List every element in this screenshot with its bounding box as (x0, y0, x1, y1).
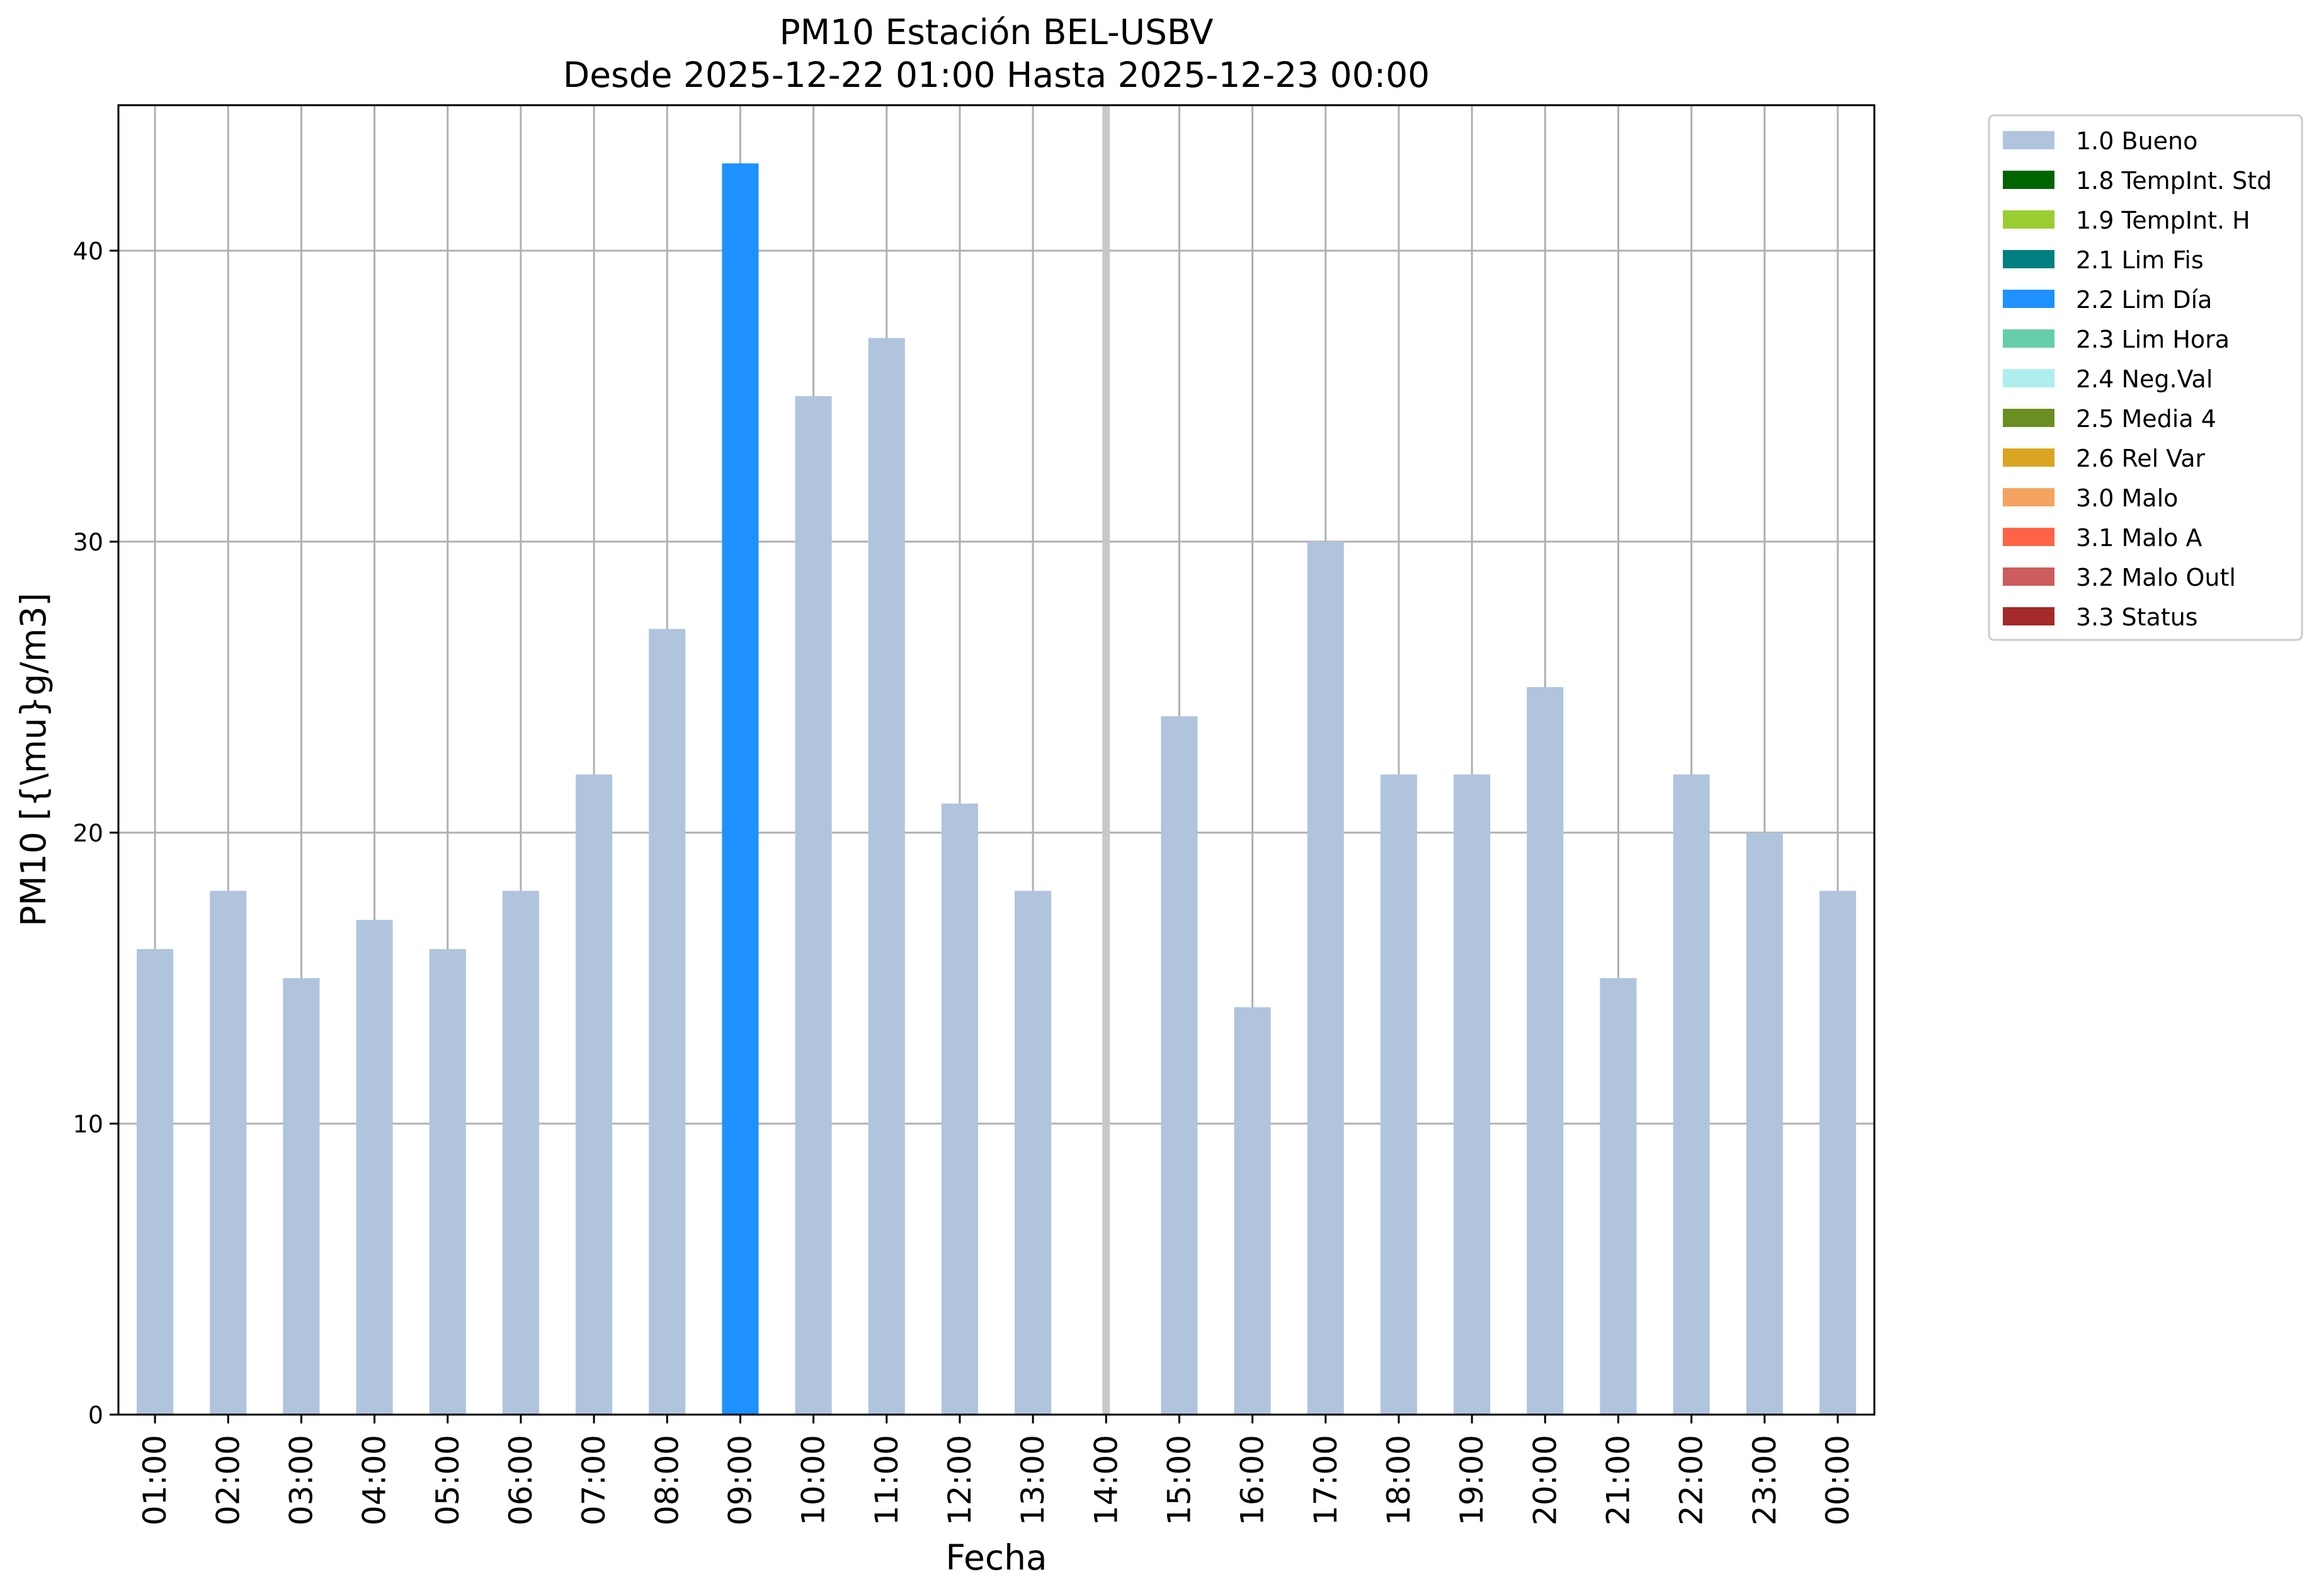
bar (1600, 978, 1637, 1415)
legend-label: 2.5 Media 4 (2076, 405, 2216, 433)
bar (1673, 774, 1710, 1415)
bar (576, 774, 613, 1415)
bar (1015, 891, 1052, 1415)
x-tick-label: 17:00 (1308, 1435, 1344, 1525)
x-tick-label: 08:00 (649, 1435, 685, 1525)
bar-series (137, 105, 1856, 1415)
x-tick-label: 05:00 (430, 1435, 466, 1525)
bar (1307, 542, 1344, 1415)
bar (1234, 1007, 1271, 1415)
chart-title: PM10 Estación BEL-USBV (779, 12, 1213, 52)
x-tick-label: 21:00 (1600, 1435, 1636, 1525)
x-tick-label: 20:00 (1527, 1435, 1563, 1525)
bar (283, 978, 320, 1415)
x-axis-label: Fecha (945, 1537, 1047, 1578)
legend-label: 3.2 Malo Outl (2076, 564, 2236, 591)
y-tick-label: 10 (73, 1110, 103, 1138)
bar (1380, 774, 1417, 1415)
legend-label: 2.2 Lim Día (2076, 286, 2212, 314)
bar (1819, 891, 1856, 1415)
x-tick-label: 07:00 (576, 1435, 612, 1525)
x-tick-label: 23:00 (1746, 1435, 1783, 1525)
bar (429, 949, 466, 1415)
chart-subtitle: Desde 2025-12-22 01:00 Hasta 2025-12-23 … (563, 55, 1430, 95)
x-tick-label: 16:00 (1234, 1435, 1271, 1525)
legend-label: 2.3 Lim Hora (2076, 326, 2230, 353)
bar (1161, 716, 1198, 1415)
legend-label: 1.8 TempInt. Std (2076, 167, 2272, 195)
legend-swatch (2003, 329, 2054, 348)
y-tick-label: 40 (73, 237, 103, 265)
legend-frame (1988, 114, 2303, 641)
x-axis: 01:00 02:00 03:00 04:00 05:00 06:00 07:00 08:00… (137, 1415, 1856, 1525)
legend-swatch (2003, 290, 2054, 308)
legend-label: 1.9 TempInt. H (2076, 207, 2250, 234)
x-tick-label: 01:00 (137, 1435, 173, 1525)
bar (502, 891, 539, 1415)
legend-label: 1.0 Bueno (2076, 127, 2197, 155)
x-tick-label: 18:00 (1381, 1435, 1417, 1525)
legend-label: 3.1 Malo A (2076, 524, 2202, 552)
x-tick-label: 10:00 (795, 1435, 832, 1525)
legend-label: 2.1 Lim Fis (2076, 246, 2204, 274)
bar (1746, 833, 1783, 1415)
x-tick-label: 14:00 (1088, 1435, 1124, 1525)
legend: 1.0 Bueno 1.8 TempInt. Std 1.9 TempInt. H 2… (1988, 114, 2303, 641)
bar (137, 949, 174, 1415)
x-tick-label: 12:00 (942, 1435, 978, 1525)
x-tick-label: 13:00 (1015, 1435, 1051, 1525)
legend-label: 2.6 Rel Var (2076, 445, 2206, 472)
bar (1454, 774, 1491, 1415)
legend-swatch (2003, 171, 2054, 189)
legend-swatch (2003, 607, 2054, 625)
missing-data-marker (1102, 105, 1110, 1415)
legend-swatch (2003, 210, 2054, 229)
legend-swatch (2003, 488, 2054, 506)
bar (210, 891, 247, 1415)
x-tick-label: 09:00 (722, 1435, 758, 1525)
x-tick-label: 06:00 (503, 1435, 539, 1525)
plot-frame (117, 104, 1876, 1416)
bar (356, 920, 393, 1415)
x-tick-label: 19:00 (1454, 1435, 1490, 1525)
bar (722, 163, 759, 1415)
y-axis: 0 10 20 30 40 (73, 237, 118, 1429)
legend-swatch (2003, 250, 2054, 268)
y-tick-label: 30 (73, 528, 103, 556)
legend-swatch (2003, 528, 2054, 546)
bar (1527, 687, 1564, 1415)
y-axis-label: PM10 [{\mu}g/m3] (13, 593, 54, 926)
x-tick-label: 00:00 (1820, 1435, 1856, 1525)
x-tick-label: 04:00 (356, 1435, 393, 1525)
y-tick-label: 0 (88, 1401, 103, 1429)
legend-label: 3.0 Malo (2076, 484, 2178, 512)
x-tick-label: 11:00 (869, 1435, 905, 1525)
legend-label: 2.4 Neg.Val (2076, 365, 2213, 393)
legend-swatch (2003, 448, 2054, 467)
x-tick-label: 15:00 (1161, 1435, 1197, 1525)
bar (868, 338, 905, 1415)
legend-swatch (2003, 369, 2054, 387)
y-tick-label: 20 (73, 819, 103, 847)
bar (941, 803, 978, 1415)
bar (649, 629, 686, 1415)
legend-swatch (2003, 409, 2054, 427)
x-tick-label: 22:00 (1673, 1435, 1710, 1525)
x-tick-label: 02:00 (210, 1435, 246, 1525)
x-tick-label: 03:00 (283, 1435, 319, 1525)
legend-label: 3.3 Status (2076, 603, 2198, 631)
legend-swatch (2003, 567, 2054, 586)
bar (795, 396, 832, 1415)
legend-swatch (2003, 131, 2054, 149)
